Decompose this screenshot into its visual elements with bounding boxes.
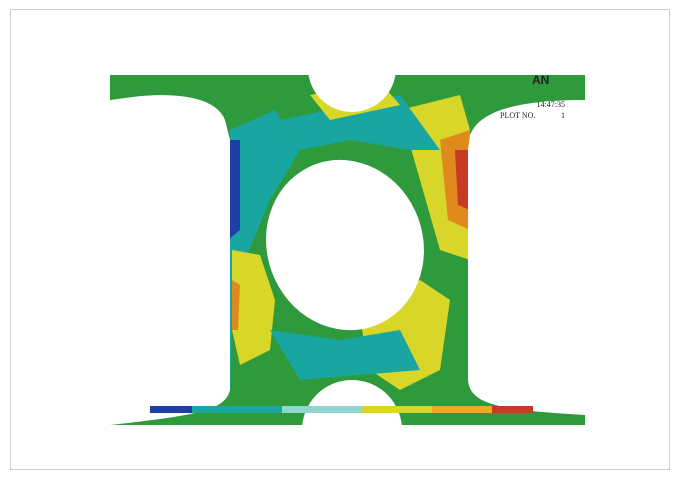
color-bar-segment (150, 406, 192, 413)
contour-red (455, 150, 470, 210)
contour-yellow (232, 250, 275, 365)
cutout-top (308, 75, 396, 112)
plot-number: 1 (561, 111, 565, 120)
color-bar-segment (282, 406, 362, 413)
cutout-center (266, 159, 424, 331)
color-bar (150, 406, 533, 413)
contour-orange (232, 280, 240, 330)
color-bar-segment (362, 406, 432, 413)
time: 14:47:35 (537, 100, 565, 109)
contour-cyan (270, 330, 420, 380)
color-bar-segment (492, 406, 533, 413)
cutout-left (110, 95, 230, 425)
color-bar-segment (432, 406, 492, 413)
cutout-right (468, 100, 585, 415)
contour-blue (228, 140, 240, 240)
cutout-bottom (302, 380, 402, 425)
logo: AN (532, 73, 549, 87)
color-bar-segment (192, 406, 282, 413)
contour-cyan (280, 95, 440, 150)
contour-plot (110, 75, 585, 425)
plot-label: PLOT NO. (500, 111, 535, 120)
contour-cyan (230, 110, 300, 400)
plate-top-edge (110, 75, 300, 100)
